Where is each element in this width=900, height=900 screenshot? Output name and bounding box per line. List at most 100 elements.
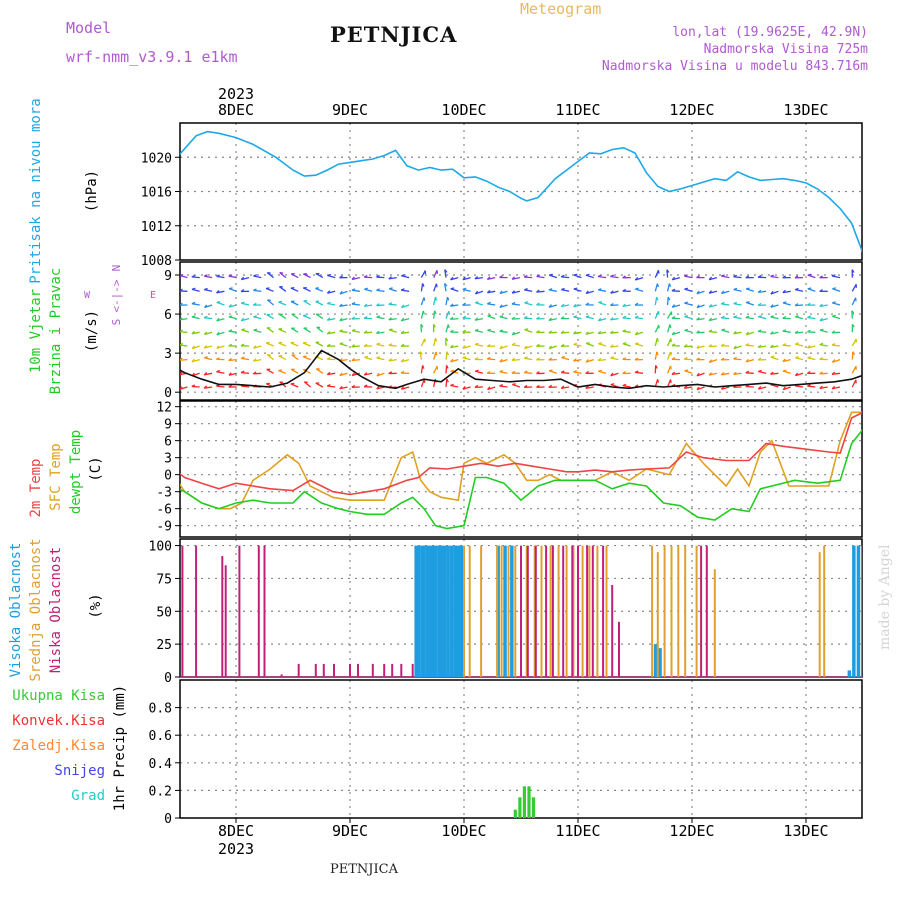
- wind-arrow-head: [721, 274, 725, 277]
- wind-arrow: [327, 372, 336, 376]
- wind-arrow: [851, 338, 857, 347]
- wind-arrow-head: [523, 384, 528, 388]
- wind-arrow: [666, 379, 672, 388]
- wind-arrow: [216, 331, 225, 336]
- wind-arrow-head: [400, 288, 405, 291]
- wind-arrow-head: [487, 314, 492, 317]
- wind-arrow: [499, 385, 508, 388]
- wind-arrow-head: [696, 372, 700, 377]
- wind-arrow: [561, 371, 570, 374]
- wind-arrow: [524, 289, 533, 292]
- y-tick-label: 0.6: [149, 729, 172, 744]
- low-cloud-bar: [400, 663, 403, 677]
- wind-arrow-head: [376, 303, 380, 307]
- wind-arrow-head: [560, 316, 565, 320]
- high-cloud-bar: [456, 545, 460, 677]
- wind-arrow: [462, 345, 471, 349]
- wind-arrow: [302, 356, 311, 361]
- wind-arrow-head: [851, 269, 855, 273]
- low-cloud-bar: [545, 545, 548, 677]
- wind-arrow: [721, 372, 730, 376]
- wind-arrow-head: [511, 316, 516, 320]
- wind-arrow-head: [203, 287, 208, 291]
- legend-snow: Snijeg: [54, 763, 105, 779]
- wind-arrow-head: [180, 342, 183, 346]
- mid-cloud-bar: [557, 545, 560, 677]
- y-tick-label: 9: [164, 269, 172, 284]
- wind-arrow-head: [326, 290, 331, 294]
- wind-arrow-head: [524, 287, 528, 291]
- wind-arrow: [204, 288, 213, 292]
- wind-arrow: [253, 372, 262, 375]
- wind-arrow: [240, 371, 250, 374]
- precip-bar: [513, 809, 517, 818]
- wind-arrow: [388, 329, 397, 333]
- wind-arrow: [388, 276, 397, 280]
- wind-arrow-head: [536, 371, 540, 375]
- wind-arrow-head: [240, 370, 245, 374]
- wind-arrow-head: [745, 275, 750, 279]
- wind-arrow: [819, 372, 828, 375]
- wind-arrow-head: [304, 381, 308, 384]
- wind-arrow-head: [351, 344, 355, 348]
- wind-arrow-head: [400, 358, 405, 363]
- dewpoint-line: [180, 429, 862, 530]
- wind-arrow-head: [339, 275, 343, 279]
- wind-arrow-head: [327, 273, 332, 277]
- mid-cloud-bar: [596, 545, 599, 677]
- low-cloud-bar: [221, 556, 224, 677]
- wind-arrow-head: [446, 378, 449, 383]
- wind-arrow-head: [143, 344, 146, 346]
- wind-arrow-head: [203, 385, 208, 389]
- wind-arrow-head: [486, 343, 491, 348]
- wind-arrow: [745, 372, 754, 374]
- wind-arrow: [770, 316, 779, 320]
- wind-arrow-head: [548, 357, 553, 361]
- wind-arrow: [622, 384, 631, 388]
- wind-arrow: [474, 276, 483, 280]
- mid-cloud-bar: [468, 545, 471, 677]
- wind-arrow: [388, 317, 397, 321]
- wind-arrow: [831, 275, 841, 279]
- wind-arrow-head: [433, 323, 436, 328]
- wind-arrow-head: [634, 370, 639, 373]
- wind-arrow-head: [610, 372, 614, 377]
- wind-arrow-head: [474, 328, 479, 332]
- wind-arrow: [654, 269, 659, 278]
- wind-arrow: [351, 330, 360, 333]
- wind-arrow-head: [400, 386, 405, 390]
- wind-arrow-head: [191, 301, 196, 305]
- wind-arrow-head: [434, 296, 438, 301]
- wind-arrow: [524, 328, 533, 333]
- wind-arrow-head: [610, 290, 614, 294]
- wind-arrow-head: [204, 356, 208, 359]
- top-year-label: 2023: [218, 85, 254, 103]
- wind-arrow-head: [216, 290, 220, 294]
- wind-arrow: [364, 288, 373, 292]
- wind-arrow-head: [721, 328, 726, 331]
- wind-arrow-head: [444, 282, 448, 287]
- mid-cloud-bar: [496, 545, 499, 677]
- wind-arrow: [253, 358, 262, 362]
- wind-arrow: [327, 358, 336, 361]
- wind-arrow: [654, 338, 658, 347]
- wind-arrow-head: [143, 385, 146, 387]
- wind-arrow-head: [683, 356, 688, 360]
- wind-arrow-head: [819, 328, 824, 331]
- wind-arrow-head: [351, 302, 356, 305]
- wind-arrow-head: [831, 371, 836, 375]
- wind-arrow: [733, 302, 742, 306]
- wind-arrow-head: [622, 329, 627, 332]
- pressure-line: [180, 130, 862, 253]
- wind-arrow-head: [191, 345, 195, 350]
- wind-arrow-head: [634, 331, 639, 336]
- wind-arrow: [758, 386, 767, 390]
- wind-arrow: [807, 274, 816, 279]
- wind-arrow-head: [634, 276, 639, 281]
- wind-arrow: [548, 274, 558, 279]
- wind-arrow-head: [511, 331, 515, 336]
- wind-arrow-head: [782, 289, 786, 294]
- wind-arrow-head: [450, 358, 454, 363]
- y-tick-label: 1016: [141, 186, 172, 201]
